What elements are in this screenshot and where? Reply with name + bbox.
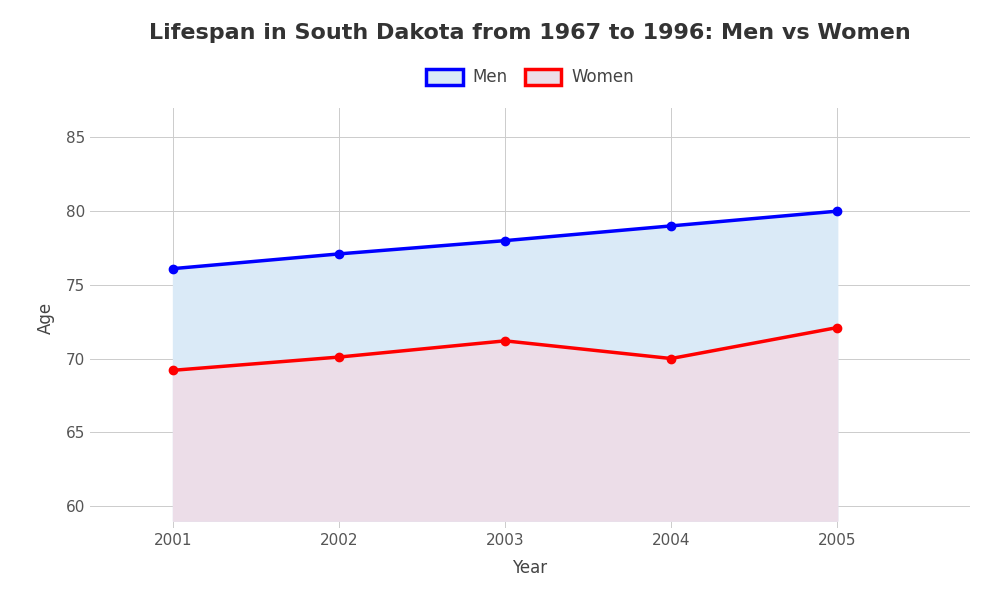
Y-axis label: Age: Age (37, 302, 55, 334)
Legend: Men, Women: Men, Women (419, 62, 641, 93)
X-axis label: Year: Year (512, 559, 548, 577)
Title: Lifespan in South Dakota from 1967 to 1996: Men vs Women: Lifespan in South Dakota from 1967 to 19… (149, 23, 911, 43)
